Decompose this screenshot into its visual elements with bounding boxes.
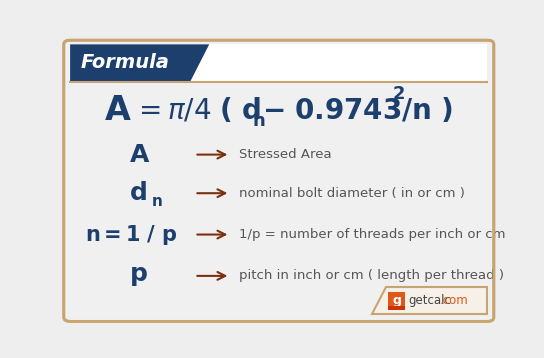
Text: getcalc: getcalc (409, 294, 452, 307)
FancyBboxPatch shape (388, 306, 405, 310)
FancyBboxPatch shape (388, 292, 405, 310)
Text: .com: .com (440, 294, 468, 307)
Text: pitch in inch or cm ( length per thread ): pitch in inch or cm ( length per thread … (239, 269, 504, 282)
Text: $\mathbf{A}$: $\mathbf{A}$ (129, 142, 150, 166)
Text: $\mathbf{2}$: $\mathbf{2}$ (392, 85, 405, 103)
FancyBboxPatch shape (64, 40, 494, 321)
Text: $\mathbf{-\ 0.9743/n\ )}$: $\mathbf{-\ 0.9743/n\ )}$ (262, 96, 453, 125)
Text: $\mathbf{p}$: $\mathbf{p}$ (129, 264, 148, 288)
Text: g: g (392, 295, 401, 308)
Text: $\mathbf{d}$: $\mathbf{d}$ (129, 181, 147, 205)
Text: $= \pi/4\ \mathbf{(}\ \mathbf{d}$: $= \pi/4\ \mathbf{(}\ \mathbf{d}$ (133, 96, 261, 125)
Text: $\mathbf{n}$: $\mathbf{n}$ (252, 112, 265, 130)
Text: nominal bolt diameter ( in or cm ): nominal bolt diameter ( in or cm ) (239, 187, 465, 200)
FancyBboxPatch shape (70, 44, 487, 82)
Text: $\mathbf{n = 1\ /\ p}$: $\mathbf{n = 1\ /\ p}$ (85, 223, 177, 247)
Text: 1/p = number of threads per inch or cm: 1/p = number of threads per inch or cm (239, 228, 505, 241)
Text: $\mathbf{n}$: $\mathbf{n}$ (151, 194, 163, 209)
Text: Formula: Formula (81, 53, 170, 72)
Text: $\mathbf{A}$: $\mathbf{A}$ (104, 94, 132, 127)
Text: Stressed Area: Stressed Area (239, 148, 331, 161)
Polygon shape (372, 287, 487, 314)
Polygon shape (70, 44, 209, 82)
